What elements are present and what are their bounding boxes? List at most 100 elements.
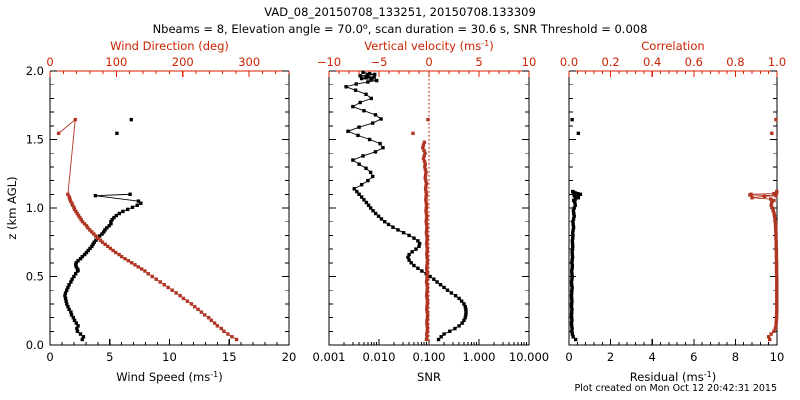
- data-point: [109, 220, 113, 224]
- ylabel: z (km AGL): [5, 176, 19, 239]
- series-residual-3: [770, 117, 778, 136]
- data-point: [570, 269, 574, 273]
- data-point: [570, 263, 575, 268]
- ytick-label-0: 0.0: [26, 338, 44, 352]
- data-point: [417, 241, 422, 246]
- xtick-label-snr-2: 0.100: [413, 350, 446, 364]
- data-point: [774, 252, 779, 257]
- data-point: [421, 146, 425, 150]
- series-snr-0: [344, 70, 468, 342]
- data-point: [774, 239, 778, 243]
- data-point: [88, 228, 92, 232]
- data-point: [425, 250, 429, 254]
- series-line-wind-1: [58, 118, 237, 340]
- data-point: [407, 258, 411, 262]
- data-point: [121, 209, 125, 214]
- data-point: [353, 88, 358, 92]
- data-point: [774, 272, 779, 276]
- data-point: [425, 225, 429, 229]
- data-point: [412, 263, 416, 268]
- xtick-top-label-residual-2: 0.4: [643, 55, 661, 69]
- data-point: [424, 280, 429, 284]
- xtick-top-label-residual-5: 1.0: [768, 55, 786, 69]
- data-point: [423, 165, 427, 169]
- data-point: [70, 201, 74, 205]
- data-point: [344, 85, 348, 89]
- xlabel-snr: SNR: [417, 370, 441, 384]
- data-point: [372, 72, 377, 77]
- figure-footer: Plot created on Mon Oct 12 20:42:31 2015: [575, 383, 777, 394]
- data-point: [774, 266, 779, 270]
- data-point: [425, 269, 429, 273]
- data-point: [457, 296, 461, 301]
- data-point: [103, 228, 107, 232]
- data-point: [166, 285, 170, 290]
- data-point: [67, 283, 71, 287]
- data-point: [361, 154, 365, 158]
- data-point: [457, 324, 461, 328]
- data-point: [570, 258, 574, 262]
- data-point: [425, 244, 429, 249]
- series-wind-2: [115, 117, 133, 136]
- data-point: [570, 117, 574, 122]
- data-point: [570, 283, 574, 287]
- data-point: [120, 254, 124, 259]
- data-point: [425, 247, 429, 251]
- data-point: [775, 304, 779, 309]
- data-point: [774, 318, 779, 323]
- data-point: [774, 263, 779, 268]
- data-point: [106, 244, 110, 249]
- data-point: [571, 335, 575, 339]
- data-point: [67, 307, 71, 312]
- data-point: [423, 187, 428, 191]
- data-point: [426, 117, 430, 122]
- data-point: [354, 82, 358, 86]
- data-point: [424, 203, 429, 207]
- data-point: [72, 205, 76, 210]
- data-point: [425, 288, 429, 292]
- data-point: [406, 255, 410, 260]
- data-point: [114, 250, 118, 255]
- data-point: [75, 326, 79, 331]
- data-point: [425, 228, 429, 232]
- data-point: [396, 228, 400, 232]
- xtick-label-residual-4: 8: [732, 350, 739, 364]
- data-point: [69, 313, 74, 317]
- data-point: [373, 150, 378, 154]
- data-point: [571, 209, 576, 213]
- data-point: [571, 225, 576, 229]
- xtick-top-label-wind-2: 200: [172, 55, 194, 69]
- data-point: [82, 222, 87, 226]
- data-point: [570, 277, 574, 281]
- data-point: [453, 293, 458, 298]
- data-point: [162, 283, 166, 287]
- data-point: [351, 104, 355, 109]
- data-point: [425, 335, 429, 339]
- data-point: [94, 234, 98, 238]
- data-point: [97, 234, 102, 238]
- data-point: [570, 252, 575, 257]
- data-point: [424, 206, 428, 210]
- data-point: [66, 285, 70, 290]
- xtick-label-wind-0: 0: [46, 350, 53, 364]
- data-point: [74, 265, 78, 269]
- data-point: [75, 267, 80, 271]
- data-point: [150, 274, 154, 279]
- data-point: [570, 247, 575, 251]
- data-point: [379, 217, 384, 221]
- data-point: [775, 288, 779, 292]
- data-point: [573, 203, 577, 207]
- data-point: [424, 178, 428, 183]
- data-point: [570, 239, 575, 243]
- data-point: [86, 248, 90, 253]
- data-point: [774, 228, 778, 232]
- data-point: [570, 310, 574, 314]
- series-residual-1: [570, 117, 581, 136]
- data-point: [72, 274, 76, 279]
- data-point: [570, 291, 574, 295]
- data-point: [425, 233, 429, 238]
- data-point: [90, 244, 94, 249]
- data-point: [81, 335, 86, 339]
- data-point: [435, 280, 439, 284]
